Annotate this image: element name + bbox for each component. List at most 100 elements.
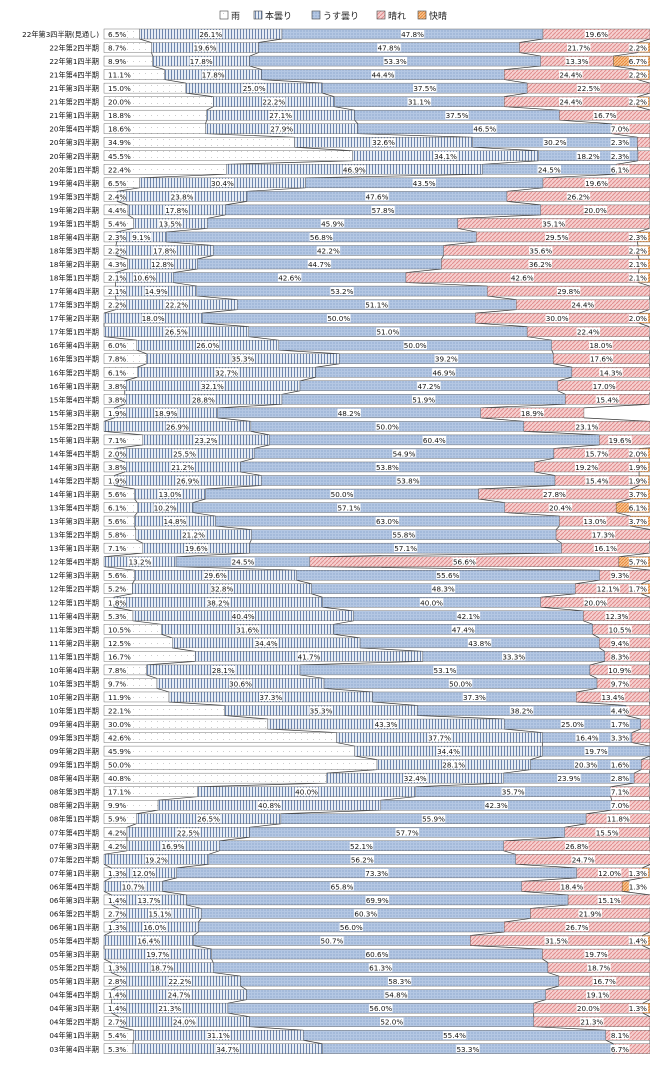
data-label: 22.1% bbox=[108, 707, 131, 716]
series-line bbox=[132, 620, 162, 625]
bar-segment bbox=[641, 759, 650, 770]
series-line bbox=[110, 918, 119, 923]
data-label: 27.1% bbox=[269, 111, 292, 120]
data-label-bg bbox=[419, 598, 444, 607]
data-label-bg bbox=[628, 476, 648, 485]
data-label: 13.7% bbox=[138, 896, 161, 905]
data-label: 24.5% bbox=[232, 558, 255, 567]
data-label-bg bbox=[168, 977, 192, 986]
data-label-bg bbox=[605, 611, 629, 620]
data-label: 53.3% bbox=[456, 1045, 479, 1054]
series-line bbox=[113, 606, 134, 612]
series-line bbox=[152, 65, 165, 70]
data-label: 6.1% bbox=[611, 165, 629, 174]
data-label: 29.8% bbox=[557, 287, 580, 296]
series-line bbox=[103, 336, 137, 341]
data-label: 9.3% bbox=[611, 571, 629, 580]
category-label: 12年第2四半期 bbox=[49, 585, 99, 594]
data-label-bg bbox=[566, 43, 591, 52]
category-label: 09年第2四半期 bbox=[49, 747, 99, 756]
data-label-bg bbox=[107, 1017, 127, 1026]
series-line bbox=[504, 79, 528, 84]
data-label-bg bbox=[128, 557, 152, 566]
data-label: 12.1% bbox=[597, 585, 620, 594]
series-line bbox=[193, 945, 212, 950]
data-label-bg bbox=[371, 138, 396, 147]
data-label: 50.0% bbox=[327, 314, 350, 323]
data-label-bg bbox=[610, 571, 630, 580]
series-line bbox=[634, 769, 642, 774]
data-label-bg bbox=[384, 990, 408, 999]
data-label-bg bbox=[231, 611, 255, 620]
series-line bbox=[103, 850, 127, 855]
data-label-bg bbox=[107, 963, 127, 972]
category-label: 13年第3四半期 bbox=[49, 517, 99, 526]
data-label-bg bbox=[628, 936, 648, 945]
data-label-bg bbox=[107, 584, 127, 593]
data-label-bg bbox=[307, 260, 332, 269]
series-line bbox=[114, 485, 135, 490]
series-line bbox=[267, 728, 337, 733]
category-label: 21年第4四半期 bbox=[49, 71, 99, 80]
data-label-bg bbox=[595, 395, 620, 404]
series-line bbox=[226, 160, 353, 165]
data-label-bg bbox=[403, 341, 427, 350]
data-label: 37.3% bbox=[463, 693, 486, 702]
data-label: 6.1% bbox=[108, 368, 126, 377]
data-label-bg bbox=[337, 503, 361, 512]
data-label-bg bbox=[107, 341, 127, 350]
series-line bbox=[173, 282, 197, 287]
data-label: 21.2% bbox=[171, 463, 194, 472]
series-line bbox=[176, 552, 250, 558]
data-label: 29.5% bbox=[545, 233, 568, 242]
data-label: 56.8% bbox=[310, 233, 333, 242]
data-label-bg bbox=[412, 178, 436, 187]
series-line bbox=[132, 1040, 134, 1044]
data-label: 30.6% bbox=[229, 679, 252, 688]
data-label: 57.7% bbox=[396, 828, 419, 837]
data-label-bg bbox=[107, 828, 127, 837]
data-label-bg bbox=[473, 124, 497, 133]
data-label-bg bbox=[259, 692, 283, 701]
series-line bbox=[506, 187, 544, 192]
data-label: 32.4% bbox=[404, 774, 427, 783]
series-line bbox=[162, 891, 187, 896]
data-label: 22.2% bbox=[165, 301, 188, 310]
bar-segment bbox=[103, 759, 378, 770]
data-label-bg bbox=[268, 111, 293, 120]
data-label: 21.9% bbox=[579, 909, 602, 918]
data-label: 48.3% bbox=[432, 585, 455, 594]
data-label: 19.2% bbox=[145, 855, 168, 864]
data-label: 37.5% bbox=[446, 111, 469, 120]
series-line bbox=[622, 891, 650, 896]
data-label: 20.0% bbox=[584, 206, 607, 215]
data-label: 42.3% bbox=[485, 801, 508, 810]
category-label: 04年第1四半期 bbox=[49, 1031, 99, 1040]
data-label-bg bbox=[107, 625, 131, 634]
series-line bbox=[197, 782, 327, 788]
series-line bbox=[166, 228, 208, 233]
data-label-bg bbox=[413, 84, 437, 93]
data-label: 6.7% bbox=[611, 1045, 629, 1054]
data-label: 52.1% bbox=[350, 842, 373, 851]
data-label: 12.0% bbox=[598, 869, 621, 878]
legend-swatch-4 bbox=[376, 10, 386, 20]
data-label: 57.1% bbox=[394, 544, 417, 553]
series-line bbox=[641, 755, 650, 760]
data-label-bg bbox=[137, 936, 161, 945]
data-label: 1.3% bbox=[629, 882, 647, 891]
data-label-bg bbox=[383, 57, 408, 66]
data-label: 19.6% bbox=[609, 436, 632, 445]
data-label-bg bbox=[565, 57, 589, 66]
series-line bbox=[553, 444, 600, 449]
data-label-bg bbox=[576, 327, 601, 336]
category-label: 06年第4四半期 bbox=[49, 882, 99, 891]
series-line bbox=[281, 390, 301, 395]
data-label-bg bbox=[228, 679, 253, 688]
data-label-bg bbox=[337, 408, 361, 417]
data-label: 35.3% bbox=[232, 355, 255, 364]
data-label: 46.9% bbox=[343, 165, 366, 174]
data-label-bg bbox=[194, 435, 218, 444]
data-label: 47.4% bbox=[452, 625, 475, 634]
data-label: 35.7% bbox=[502, 788, 525, 797]
